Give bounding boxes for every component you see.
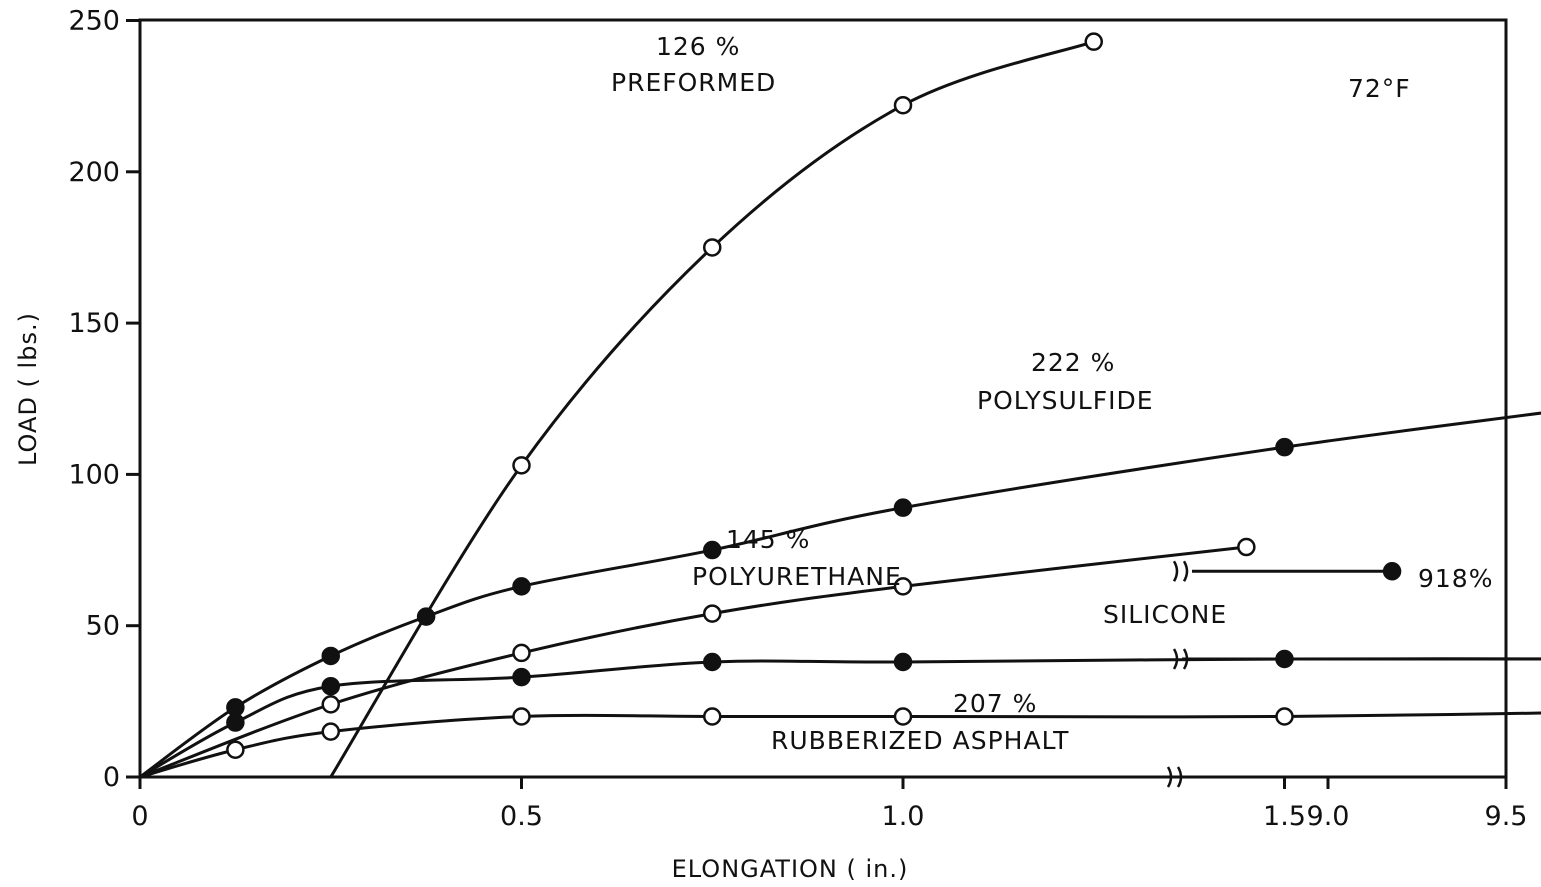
rubberized-asphalt-data-point — [703, 707, 722, 726]
x-axis-title: ELONGATION ( in.) — [672, 855, 909, 883]
silicone-data-point — [703, 652, 722, 672]
rubberized-asphalt-data-point — [512, 707, 531, 726]
silicone-curve — [139, 657, 1541, 779]
polyurethane-data-point — [1237, 537, 1256, 557]
polysulfide-data-point — [226, 698, 245, 717]
polyurethane-elongation-label: 145 % — [726, 525, 810, 554]
y-tick-label: 200 — [68, 157, 120, 188]
y-tick-label: 150 — [68, 308, 120, 339]
polysulfide-data-point — [703, 540, 722, 560]
rubberized-asphalt-data-point — [893, 707, 913, 726]
preformed-data-point — [512, 456, 531, 475]
polyurethane-data-point — [512, 643, 531, 663]
polysulfide-data-point — [1275, 437, 1294, 457]
rubberized-asphalt-elongation-label: 207 % — [953, 689, 1037, 718]
silicone-data-point — [1275, 649, 1294, 669]
silicone-data-point — [512, 667, 531, 687]
polysulfide-data-point — [321, 646, 340, 666]
rubberized-asphalt-data-point — [226, 740, 245, 760]
y-tick-label: 0 — [103, 762, 120, 793]
plot-frame — [138, 18, 1508, 779]
rubberized-asphalt-curve — [139, 711, 1541, 779]
preformed-elongation-label: 126 % — [656, 32, 740, 61]
polyurethane-data-point — [703, 604, 722, 623]
x-tick-label: 1.0 — [882, 801, 925, 832]
temperature-label: 72°F — [1348, 74, 1411, 103]
series-annotations: 126 % PREFORMED 222 % POLYSULFIDE 145 % POLYU… — [611, 32, 1493, 755]
polysulfide-series-label: POLYSULFIDE — [977, 386, 1154, 415]
y-tick-label: 250 — [68, 6, 120, 37]
preformed-curve — [329, 40, 1095, 778]
polyurethane-data-point — [321, 695, 340, 714]
x-tick-label: 9.0 — [1307, 801, 1350, 832]
rubberized-asphalt-data-point — [321, 722, 340, 741]
x-axis-break-symbol — [1166, 766, 1183, 788]
preformed-data-point — [1084, 32, 1103, 51]
polysulfide-elongation-label: 222 % — [1031, 348, 1115, 377]
x-tick-label: 1.5 — [1263, 801, 1306, 832]
series-curves — [139, 40, 1541, 779]
silicone-series-label: SILICONE — [1103, 600, 1227, 629]
silicone-data-point — [226, 713, 245, 732]
silicone-data-point — [893, 652, 913, 672]
preformed-data-point — [703, 238, 722, 257]
polyurethane-series-label: POLYURETHANE — [692, 562, 902, 591]
polysulfide-curve — [139, 411, 1541, 779]
polyurethane-curve — [139, 545, 1247, 779]
rubberized-asphalt-data-point — [1275, 707, 1294, 726]
rubberized-asphalt-series-label: RUBBERIZED ASPHALT — [771, 726, 1069, 755]
silicone-data-point — [1382, 561, 1402, 581]
polyurethane-data-point — [893, 577, 913, 596]
y-tick-label: 50 — [86, 611, 120, 642]
x-tick-label: 9.5 — [1485, 801, 1528, 832]
polysulfide-data-point — [416, 607, 436, 626]
x-tick-label: 0 — [131, 801, 148, 832]
axis-break-symbols — [1166, 560, 1189, 788]
silicone-elongation-label: 918% — [1418, 564, 1493, 593]
series-break-symbol — [1172, 560, 1189, 582]
preformed-series-label: PREFORMED — [611, 68, 776, 97]
y-axis-title: LOAD ( lbs.) — [14, 312, 42, 466]
series-markers — [226, 32, 1402, 760]
x-tick-label: 0.5 — [500, 801, 543, 832]
silicone-data-point — [321, 676, 340, 696]
y-tick-label: 100 — [68, 459, 120, 490]
polysulfide-data-point — [512, 577, 531, 596]
polysulfide-data-point — [893, 498, 913, 517]
series-break-symbol — [1172, 648, 1189, 670]
preformed-data-point — [893, 95, 913, 115]
